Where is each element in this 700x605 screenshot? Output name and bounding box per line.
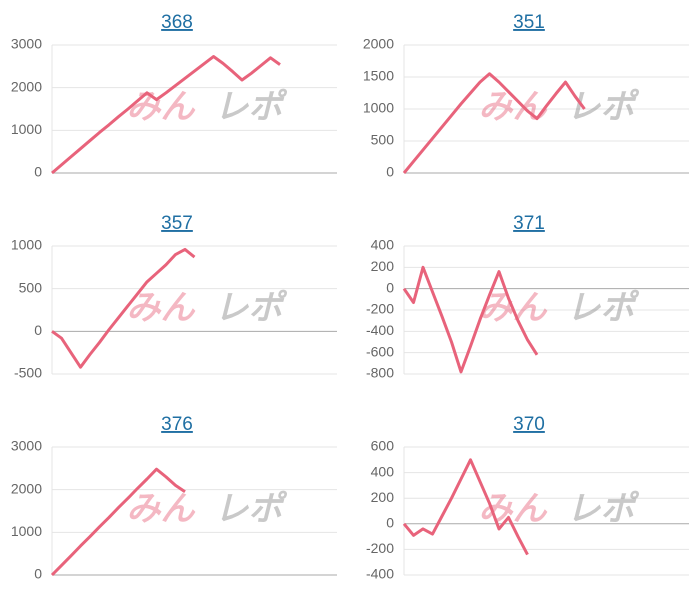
chart-title-link[interactable]: 357 xyxy=(161,213,193,234)
y-tick-label: 200 xyxy=(371,489,395,505)
watermark-gray: レポ xyxy=(567,88,640,126)
watermark-gray: レポ xyxy=(567,490,640,528)
y-tick-label: 0 xyxy=(34,322,42,338)
y-tick-label: 2000 xyxy=(11,78,42,94)
chart-panel: 351 0 500 1000 1500 2000 みん レポ xyxy=(363,12,689,180)
watermark-pink: みん xyxy=(479,490,548,528)
y-tick-label: 2000 xyxy=(363,36,394,52)
y-tick-label: 600 xyxy=(371,438,395,454)
chart-title-link[interactable]: 370 xyxy=(513,414,545,435)
chart-panel: 376 0 1000 2000 3000 みん レポ xyxy=(11,414,337,582)
y-tick-label: -400 xyxy=(366,566,394,582)
y-tick-label: 0 xyxy=(34,164,42,180)
y-tick-label: 1000 xyxy=(11,237,42,253)
y-tick-label: 1000 xyxy=(11,121,42,137)
data-line xyxy=(51,55,281,175)
y-tick-label: 1000 xyxy=(11,523,42,539)
y-tick-label: 2000 xyxy=(11,480,42,496)
watermark-pink: みん xyxy=(479,88,548,126)
watermark-pink: みん xyxy=(127,88,196,126)
y-tick-label: 0 xyxy=(34,566,42,582)
y-tick-label: 3000 xyxy=(11,36,42,52)
watermark-gray: レポ xyxy=(567,289,640,327)
chart-title-link[interactable]: 371 xyxy=(513,213,545,234)
y-tick-label: -600 xyxy=(366,343,394,359)
y-tick-label: 500 xyxy=(371,132,395,148)
chart-panel: 370 -400 -200 0 200 400 600 みん レポ xyxy=(366,414,689,582)
y-tick-label: 200 xyxy=(371,258,395,274)
data-line xyxy=(402,458,529,556)
y-tick-label: 500 xyxy=(19,279,43,295)
chart-title-link[interactable]: 376 xyxy=(161,414,193,435)
watermark-gray: レポ xyxy=(215,88,288,126)
y-tick-label: 400 xyxy=(371,237,395,253)
data-line xyxy=(51,247,196,369)
y-tick-label: 0 xyxy=(386,164,394,180)
y-tick-label: -200 xyxy=(366,540,394,556)
chart-title-link[interactable]: 351 xyxy=(513,12,545,33)
y-tick-label: 0 xyxy=(386,279,394,295)
y-tick-label: 1000 xyxy=(363,100,394,116)
data-line xyxy=(402,265,539,374)
chart-title-link[interactable]: 368 xyxy=(161,12,193,33)
data-line xyxy=(50,467,186,577)
watermark-pink: みん xyxy=(127,490,196,528)
y-tick-label: -500 xyxy=(14,365,42,381)
data-line xyxy=(402,72,586,174)
y-tick-label: 1500 xyxy=(363,68,394,84)
y-tick-label: 400 xyxy=(371,463,395,479)
watermark-gray: レポ xyxy=(215,490,288,528)
chart-panel: 368 0 1000 2000 3000 みん レポ xyxy=(11,12,337,180)
y-tick-label: 0 xyxy=(386,515,394,531)
y-tick-label: -200 xyxy=(366,301,394,317)
watermark-gray: レポ xyxy=(215,289,288,327)
y-tick-label: 3000 xyxy=(11,438,42,454)
y-tick-label: -800 xyxy=(366,365,394,381)
y-tick-label: -400 xyxy=(366,322,394,338)
